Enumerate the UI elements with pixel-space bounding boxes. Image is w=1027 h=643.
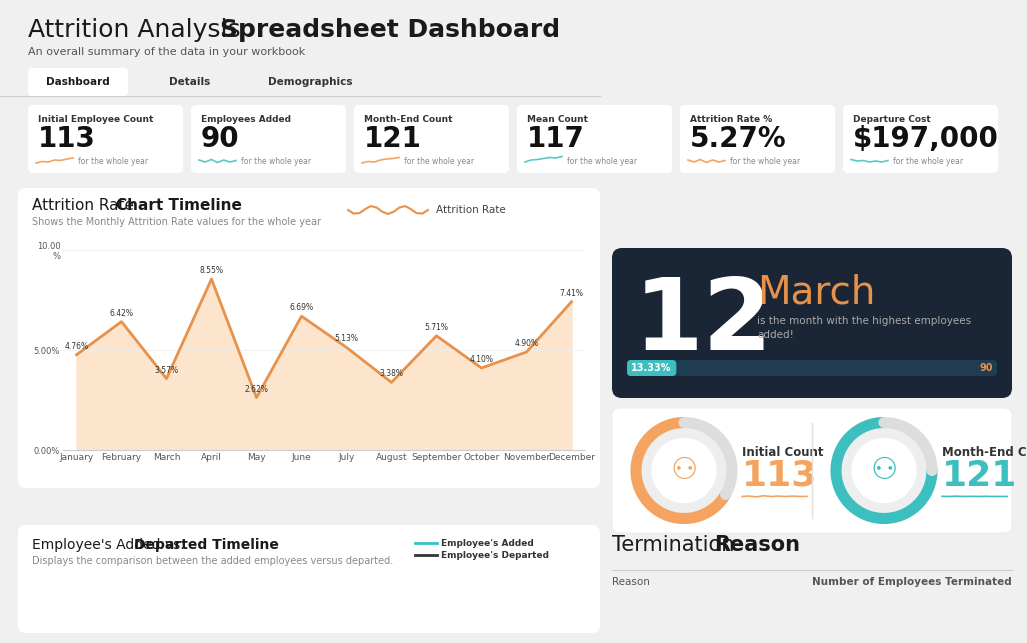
Text: 4.10%: 4.10%: [469, 355, 494, 364]
Text: Employee's Departed: Employee's Departed: [441, 550, 549, 559]
Text: 90: 90: [201, 125, 239, 153]
FancyBboxPatch shape: [843, 105, 998, 173]
FancyBboxPatch shape: [28, 68, 128, 96]
Circle shape: [636, 422, 732, 518]
Text: 4.76%: 4.76%: [65, 342, 88, 351]
FancyBboxPatch shape: [627, 360, 677, 376]
Text: Chart Timeline: Chart Timeline: [116, 199, 242, 213]
Text: for the whole year: for the whole year: [241, 158, 311, 167]
Circle shape: [652, 439, 716, 502]
FancyBboxPatch shape: [18, 188, 600, 488]
Text: Attrition Rate: Attrition Rate: [436, 205, 505, 215]
Text: Number of Employees Terminated: Number of Employees Terminated: [812, 577, 1012, 587]
FancyBboxPatch shape: [627, 360, 997, 376]
Text: 5.71%: 5.71%: [424, 323, 449, 332]
FancyBboxPatch shape: [612, 248, 1012, 398]
Text: for the whole year: for the whole year: [404, 158, 474, 167]
Text: Reason: Reason: [612, 577, 650, 587]
Text: 4.90%: 4.90%: [515, 339, 538, 348]
Text: Demographics: Demographics: [268, 77, 352, 87]
Text: Details: Details: [169, 77, 211, 87]
Circle shape: [852, 439, 916, 502]
FancyBboxPatch shape: [18, 525, 600, 633]
Text: Month-End Count: Month-End Count: [364, 114, 453, 123]
Text: Shows the Monthly Attrition Rate values for the whole year: Shows the Monthly Attrition Rate values …: [32, 217, 321, 227]
Text: 5.27%: 5.27%: [690, 125, 787, 153]
Text: 6.42%: 6.42%: [110, 309, 134, 318]
FancyBboxPatch shape: [517, 105, 672, 173]
Text: Month-End Count: Month-End Count: [942, 446, 1027, 459]
Text: March: March: [757, 274, 875, 312]
Text: 5.13%: 5.13%: [335, 334, 358, 343]
Text: 8.55%: 8.55%: [199, 266, 224, 275]
Text: 13.33%: 13.33%: [631, 363, 672, 373]
Text: Attrition Analysis: Attrition Analysis: [28, 18, 249, 42]
FancyBboxPatch shape: [191, 105, 346, 173]
Text: 12: 12: [634, 275, 773, 372]
Text: Departed Timeline: Departed Timeline: [134, 538, 279, 552]
Text: Initial Employee Count: Initial Employee Count: [38, 114, 153, 123]
Text: ⚇: ⚇: [870, 456, 898, 485]
FancyBboxPatch shape: [28, 105, 183, 173]
Text: An overall summary of the data in your workbook: An overall summary of the data in your w…: [28, 47, 305, 57]
Text: ⚇: ⚇: [671, 456, 697, 485]
Text: 7.41%: 7.41%: [560, 289, 583, 298]
Text: $197,000: $197,000: [853, 125, 999, 153]
Text: 113: 113: [38, 125, 96, 153]
Text: Termination: Termination: [612, 535, 741, 555]
Text: 3.38%: 3.38%: [380, 369, 404, 378]
Text: Dashboard: Dashboard: [46, 77, 110, 87]
Text: Attrition Rate %: Attrition Rate %: [690, 114, 772, 123]
Text: 117: 117: [527, 125, 584, 153]
Text: 121: 121: [942, 458, 1018, 493]
Text: Employees Added: Employees Added: [201, 114, 291, 123]
Text: Displays the comparison between the added employees versus departed.: Displays the comparison between the adde…: [32, 556, 393, 566]
Text: for the whole year: for the whole year: [730, 158, 800, 167]
FancyBboxPatch shape: [680, 105, 835, 173]
Text: Employee's Added vs.: Employee's Added vs.: [32, 538, 189, 552]
Text: for the whole year: for the whole year: [567, 158, 637, 167]
Text: Employee's Added: Employee's Added: [441, 538, 534, 547]
Text: Mean Count: Mean Count: [527, 114, 588, 123]
Text: Spreadsheet Dashboard: Spreadsheet Dashboard: [220, 18, 560, 42]
Text: 3.57%: 3.57%: [154, 366, 179, 375]
Text: Attrition Rate: Attrition Rate: [32, 199, 139, 213]
Text: 6.69%: 6.69%: [290, 303, 313, 312]
Text: Reason: Reason: [714, 535, 800, 555]
Text: Departure Cost: Departure Cost: [853, 114, 930, 123]
Circle shape: [836, 422, 931, 518]
Text: for the whole year: for the whole year: [78, 158, 148, 167]
Text: for the whole year: for the whole year: [893, 158, 963, 167]
Text: 113: 113: [741, 458, 817, 493]
FancyBboxPatch shape: [612, 408, 1012, 533]
FancyBboxPatch shape: [354, 105, 509, 173]
Text: 121: 121: [364, 125, 422, 153]
Text: 90: 90: [980, 363, 993, 373]
Text: is the month with the highest employees
added!: is the month with the highest employees …: [757, 316, 972, 340]
Text: Initial Count: Initial Count: [741, 446, 824, 459]
Text: 2.62%: 2.62%: [244, 385, 268, 394]
